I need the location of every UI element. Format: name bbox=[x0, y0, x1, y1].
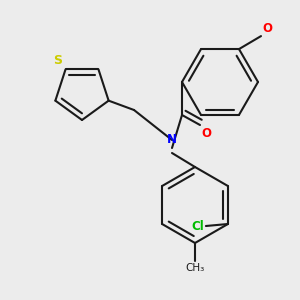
Text: O: O bbox=[201, 127, 211, 140]
Text: O: O bbox=[262, 22, 272, 35]
Text: S: S bbox=[53, 54, 62, 67]
Text: Cl: Cl bbox=[191, 220, 204, 232]
Text: CH₃: CH₃ bbox=[185, 263, 205, 273]
Text: N: N bbox=[167, 133, 177, 146]
